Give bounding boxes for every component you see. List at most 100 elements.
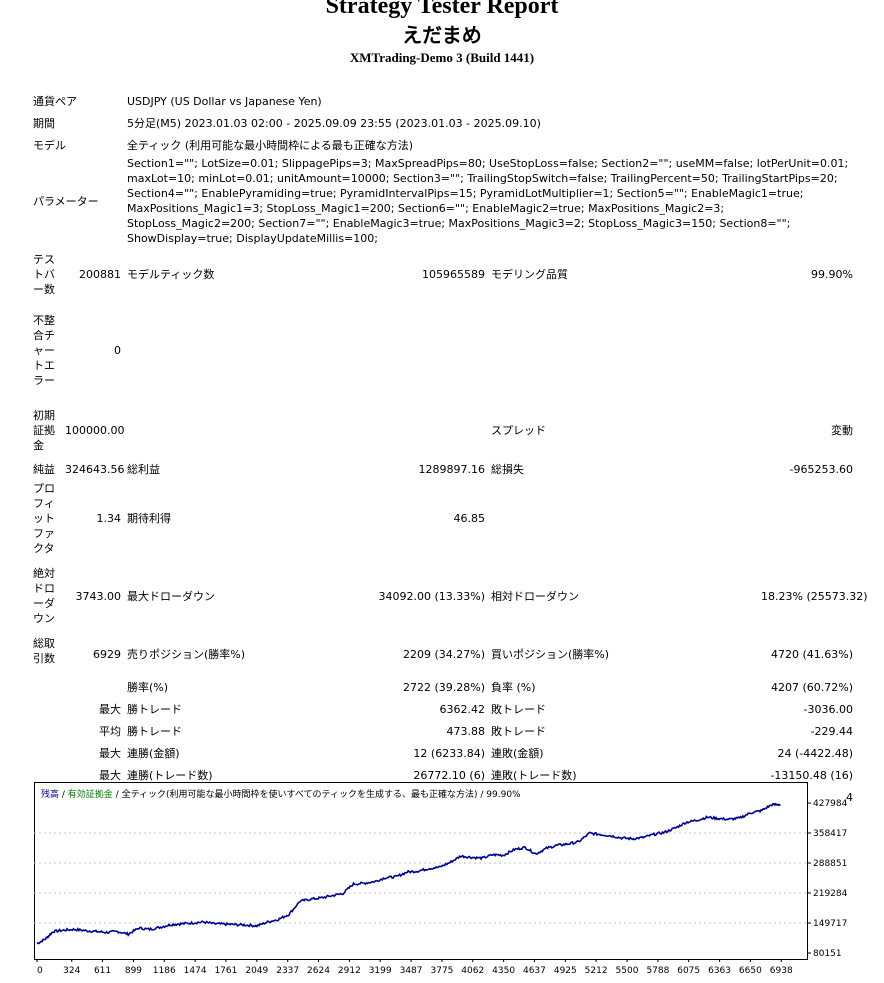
gross-loss-label: 総損失 (491, 463, 524, 476)
expected-label: 期待利得 (127, 511, 171, 525)
row-total-trades: 総取引数 6929 売りポジション(勝率%) 2209 (34.27%) 買いポ… (30, 633, 856, 676)
params-value: Section1=""; LotSize=0.01; SlippagePips=… (127, 157, 849, 245)
x-tick-label: 2337 (276, 966, 299, 976)
row-pf: プロフィットファクタ 1.34 期待利得 46.85 (30, 477, 856, 559)
avg-win-label: 勝トレード (127, 724, 182, 738)
row-largest: 最大 勝トレード 6362.42 敗トレード -3036.00 (30, 698, 856, 720)
gross-loss-value: -965253.60 (789, 463, 853, 476)
short-value: 2209 (34.27%) (402, 648, 485, 661)
win-rate-label: 勝率(%) (127, 680, 169, 694)
x-tick-label: 3487 (400, 966, 423, 976)
consec-loss-count-value: -13150.48 (16) (770, 768, 853, 782)
legend-model: 全ティック(利用可能な最小時間枠を使いすべてのティックを生成する、最も正確な方法… (121, 790, 478, 800)
loss-rate-label: 負率 (%) (491, 680, 536, 694)
model-label: モデル (33, 138, 66, 152)
gross-profit-value: 1289897.16 (418, 463, 485, 476)
x-tick-label: 4925 (554, 966, 577, 976)
x-tick-label: 6938 (770, 966, 793, 976)
grid-lines (34, 832, 807, 924)
x-axis-ticks: 0 324 611 899 1186 1474 1761 2049 2337 2624 2912 31… (36, 959, 793, 976)
consec-loss-count-label: 連敗(トレード数) (491, 768, 577, 782)
x-tick-label: 3775 (431, 966, 454, 976)
row-pair: 通貨ペア USDJPY (US Dollar vs Japanese Yen) (30, 90, 856, 112)
row-model: モデル 全ティック (利用可能な最小時間枠による最も正確な方法) (30, 134, 856, 156)
row-period: 期間 5分足(M5) 2023.01.03 02:00 - 2025.09.09… (30, 112, 856, 134)
x-tick-label: 4637 (523, 966, 546, 976)
model-quality-value: 99.90% (811, 267, 853, 281)
avg-consec-loss-value: 4 (846, 790, 853, 804)
loss-rate-value: 4207 (60.72%) (770, 680, 853, 694)
average-prefix: 平均 (99, 724, 121, 738)
x-tick-label: 2624 (307, 966, 330, 976)
x-tick-label: 5500 (616, 966, 639, 976)
avg-win-value: 473.88 (446, 724, 486, 738)
y-tick-label: 427984 (813, 799, 848, 809)
row-mismatch: 不整合チャートエラー 0 (30, 302, 856, 398)
x-tick-label: 5788 (646, 966, 669, 976)
pf-label: プロフィットファクタ (33, 481, 55, 555)
x-tick-label: 1761 (214, 966, 237, 976)
consec-loss-amount-value: 24 (-4422.48) (777, 746, 853, 760)
row-test-bars: テストバー数 200881 モデルティック数 105965589 モデリング品質… (30, 246, 856, 302)
consec-amount-prefix: 最大 (99, 746, 121, 760)
x-tick-label: 0 (37, 966, 43, 976)
x-tick-label: 4350 (492, 966, 515, 976)
consec-count-prefix: 最大 (99, 768, 121, 782)
y-tick-label: 149717 (813, 919, 847, 929)
model-value: 全ティック (利用可能な最小時間枠による最も正確な方法) (127, 138, 414, 152)
spread-value: 変動 (831, 423, 853, 437)
x-tick-label: 4062 (461, 966, 484, 976)
pf-value: 1.34 (96, 511, 122, 525)
y-tick-label: 358417 (813, 829, 847, 839)
series-lines (36, 802, 781, 945)
row-drawdown: 絶対ドローダウン 3743.00 最大ドローダウン 34092.00 (13.3… (30, 559, 868, 633)
row-params: パラメーター Section1=""; LotSize=0.01; Slippa… (30, 156, 856, 246)
largest-win-value: 6362.42 (439, 702, 486, 716)
total-trades-value: 6929 (93, 648, 121, 661)
largest-prefix: 最大 (99, 702, 121, 716)
gross-profit-label: 総利益 (127, 463, 160, 476)
x-tick-label: 6075 (677, 966, 700, 976)
mismatch-value: 0 (114, 343, 121, 357)
legend-equity: 有効証拠金 (67, 790, 113, 800)
avg-loss-label: 敗トレード (491, 724, 546, 738)
consec-win-amount-label: 連勝(金額) (127, 746, 180, 760)
max-dd-label: 最大ドローダウン (127, 589, 215, 603)
deposit-value: 100000.00 (65, 423, 125, 437)
ea-name: えだまめ (402, 23, 482, 47)
legend-sep-1: / (59, 790, 68, 800)
pair-label: 通貨ペア (33, 94, 77, 108)
server-info: XMTrading-Demo 3 (Build 1441) (349, 50, 535, 65)
row-net: 純益 324643.56 総利益 1289897.16 総損失 -965253.… (30, 462, 856, 477)
avg-loss-value: -229.44 (810, 724, 853, 738)
largest-win-label: 勝トレード (127, 702, 182, 716)
total-trades-label: 総取引数 (33, 637, 55, 665)
row-win-rate: 勝率(%) 2722 (39.28%) 負率 (%) 4207 (60.72%) (30, 676, 856, 698)
y-tick-label: 288851 (813, 859, 847, 869)
balance-series-line (36, 802, 781, 945)
report-title: Strategy Tester Report (325, 0, 559, 18)
x-tick-label: 3199 (369, 966, 392, 976)
row-consec-count: 最大 連勝(トレード数) 26772.10 (6) 連敗(トレード数) -131… (30, 764, 856, 786)
chart-legend: 残高 / 有効証拠金 / 全ティック(利用可能な最小時間枠を使いすべてのティック… (41, 787, 521, 800)
max-dd-value: 34092.00 (13.33%) (378, 589, 485, 603)
legend-sep-3: / (477, 790, 487, 800)
consec-win-count-label: 連勝(トレード数) (127, 768, 213, 782)
model-ticks-label: モデルティック数 (127, 267, 215, 281)
x-tick-label: 1474 (184, 966, 207, 976)
x-tick-label: 2912 (338, 966, 361, 976)
net-value: 324643.56 (65, 463, 125, 476)
consec-win-count-value: 26772.10 (6) (413, 768, 485, 782)
consec-win-amount-value: 12 (6233.84) (413, 746, 485, 760)
balance-chart-svg: 427984 358417 288851 219284 149717 80151 0 324… (34, 782, 848, 976)
y-tick-label: 219284 (813, 889, 848, 899)
report-table: 通貨ペア USDJPY (US Dollar vs Japanese Yen) … (30, 90, 868, 808)
mismatch-label: 不整合チャートエラー (33, 313, 55, 387)
consec-loss-amount-label: 連敗(金額) (491, 746, 544, 760)
row-consec-amount: 最大 連勝(金額) 12 (6233.84) 連敗(金額) 24 (-4422.… (30, 742, 856, 764)
test-bars-label: テストバー数 (33, 252, 55, 296)
abs-dd-label: 絶対ドローダウン (33, 567, 55, 625)
x-tick-label: 5212 (585, 966, 608, 976)
abs-dd-value: 3743.00 (75, 589, 122, 603)
rel-dd-label: 相対ドローダウン (491, 589, 579, 603)
